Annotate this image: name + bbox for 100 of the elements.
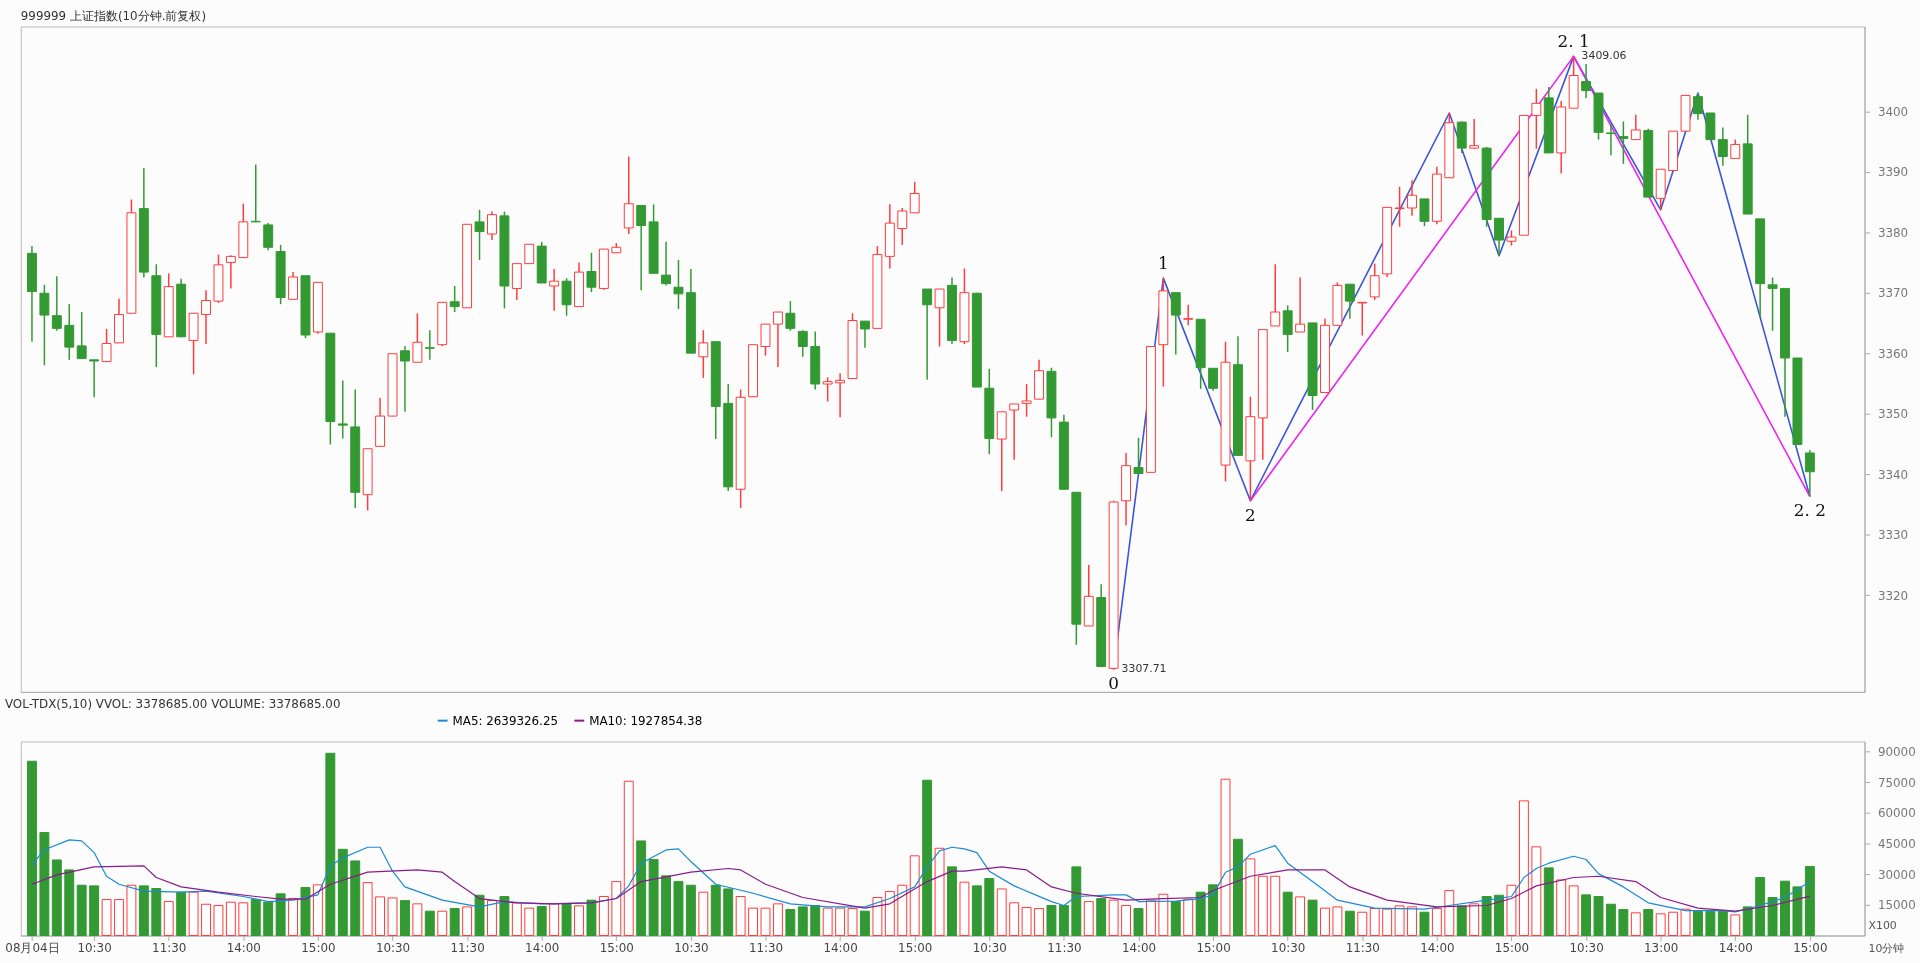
candlestick [1369,262,1380,301]
candlestick [201,289,211,345]
bar [1605,903,1616,937]
bar [151,888,162,937]
x-tick-label: 14:00 [823,940,858,955]
candlestick [524,243,535,265]
candlestick [1618,120,1629,165]
bar [1282,891,1293,937]
chart-title: VOL-TDX(5,10) VVOL: 3378685.00 VOLUME: 3378685.00 [4,696,341,711]
bar [511,902,522,937]
candlestick [636,204,647,291]
candlestick [1295,276,1306,333]
y-tick-label: 3320 [1877,588,1909,603]
bar [1481,895,1492,937]
bar [685,884,696,937]
bar [1531,846,1542,937]
bar [1556,879,1567,937]
bar [1680,908,1691,937]
y-tick-label: 15000 [1877,898,1916,913]
bar [1083,901,1094,937]
candlestick [1494,217,1504,257]
candlestick [1693,92,1703,121]
candlestick [1804,449,1815,498]
x-tick-label: 14:00 [1420,940,1455,955]
line-series [31,865,1811,912]
bar [1655,913,1666,937]
bar [1071,866,1082,937]
bar [51,859,62,937]
x-tick-label: 15:00 [1196,940,1231,955]
bar [399,900,410,937]
annotation: 2 [1245,504,1256,525]
candlestick [1282,304,1293,353]
x-tick-label: 14:00 [1718,940,1753,955]
candlestick [1730,138,1741,160]
candlestick [399,345,410,413]
bar [1195,891,1206,937]
candlestick [1133,437,1144,475]
bar [847,908,858,937]
candlestick [1021,383,1032,418]
bar [114,899,124,937]
x-tick-label: 15:00 [1793,940,1828,955]
candlestick [39,284,50,367]
bar [350,860,361,937]
bar [860,910,870,937]
bar [772,903,783,937]
bar [661,875,671,937]
bar [1767,897,1778,937]
bar [1121,904,1132,937]
x-tick-label: 11:30 [1345,940,1380,955]
y-tick-label: 3360 [1877,346,1909,361]
y-tick-label: 3330 [1877,528,1909,543]
bar [126,884,137,937]
bar [1208,884,1219,937]
annotation: 0 [1108,673,1119,694]
chart-title: 999999 上证指数(10分钟.前复权) [20,8,207,23]
bar [1233,838,1243,937]
x-tick-label: 11:30 [152,940,187,955]
candlestick [337,379,348,440]
bar [1494,894,1504,937]
bar [225,901,236,937]
candlestick [474,209,485,261]
bar [1034,908,1044,937]
candlestick [64,303,75,361]
bar [1456,905,1467,937]
bar [1357,911,1368,937]
candlestick [909,181,920,214]
bar [1618,909,1629,937]
bar [536,906,547,937]
bar [213,904,224,937]
bar [1693,910,1703,937]
candlestick [89,359,100,399]
bar [1058,904,1069,937]
candlestick [934,288,945,348]
candlestick [1717,126,1728,167]
bar [1320,907,1330,937]
x-tick-label: 10:30 [1569,940,1604,955]
y-tick-label: 90000 [1877,745,1916,760]
bar [1344,910,1355,937]
candlestick [772,311,783,368]
bar [1145,899,1156,937]
candlestick [1208,367,1219,392]
x-tick-label: 15:00 [599,940,634,955]
x-tick-label: 10:30 [674,940,709,955]
y-tick-label: 3370 [1877,286,1909,301]
y-tick-label: 3380 [1877,225,1909,240]
bar [909,855,920,937]
candlestick [835,372,846,419]
candlestick [673,259,684,310]
candlestick [661,241,671,287]
bar [1170,901,1181,937]
bar [1009,902,1020,937]
candlestick [1581,63,1592,99]
bar [922,779,933,937]
bar [735,895,746,937]
candlestick [1531,88,1542,150]
candlestick [1419,198,1430,227]
x-tick-label: 10:30 [375,940,411,955]
bar [623,780,634,937]
bar [39,832,50,937]
candlestick [1630,114,1641,141]
